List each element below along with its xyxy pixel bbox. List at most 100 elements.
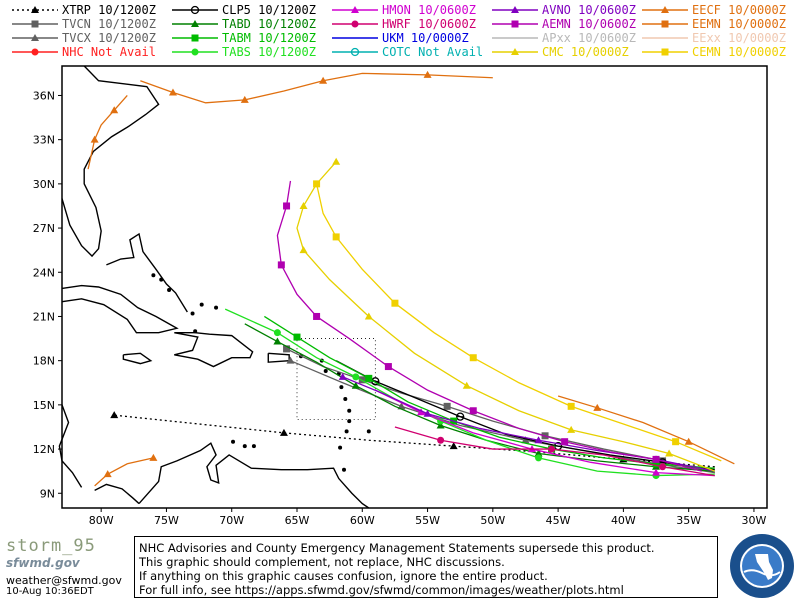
- track-line: [87, 95, 128, 170]
- track-marker: [652, 460, 660, 468]
- track-marker: [277, 261, 285, 269]
- track-marker: [90, 135, 99, 143]
- track-cmc: [296, 157, 716, 472]
- track-hwrf: [394, 426, 715, 477]
- lon-label: 60W: [350, 514, 375, 527]
- legend-marker-icon: [31, 6, 39, 13]
- island: [231, 439, 236, 444]
- lon-label: 35W: [676, 514, 701, 527]
- track-aemn: [276, 180, 702, 472]
- lat-label: 27N: [33, 222, 55, 235]
- disclaimer-line: NHC Advisories and County Emergency Mana…: [139, 541, 655, 555]
- track-marker: [548, 445, 556, 453]
- legend-label: COTC Not Avail: [382, 45, 484, 59]
- legend-label: XTRP 10/1200Z: [62, 3, 156, 17]
- legend-marker-icon: [190, 5, 200, 15]
- lat-label: 30N: [33, 178, 55, 191]
- legend-label: EEMN 10/0000Z: [692, 17, 786, 31]
- coastline-2: [61, 284, 179, 334]
- district-seal-icon: [730, 534, 794, 598]
- island: [190, 311, 195, 316]
- coastline-8: [138, 442, 370, 509]
- track-marker: [567, 425, 576, 433]
- legend-marker-icon: [191, 48, 199, 56]
- legend-label: TVCX 10/1200Z: [62, 31, 156, 45]
- track-marker: [352, 373, 360, 381]
- track-line: [264, 315, 715, 469]
- island: [344, 429, 349, 434]
- track-marker: [110, 411, 119, 419]
- track-line: [94, 457, 154, 487]
- legend-marker-icon: [191, 20, 199, 27]
- track-marker: [462, 381, 471, 389]
- lon-label: 55W: [415, 514, 440, 527]
- map-canvas: 36N 33N 30N 27N 24N 21N 18N 15N 12N 9N 80W 75W 70W 65…: [33, 65, 768, 527]
- track-marker: [535, 454, 543, 462]
- track-marker: [469, 407, 477, 415]
- legend-marker-icon: [661, 48, 669, 56]
- legend-label: CMC 10/0000Z: [542, 45, 629, 59]
- legend-marker-icon: [511, 20, 519, 28]
- track-marker: [338, 372, 347, 380]
- brand-name: storm_95: [6, 536, 96, 556]
- track-marker: [149, 453, 158, 461]
- track-line: [140, 72, 493, 104]
- lat-label: 21N: [33, 310, 55, 323]
- lon-label: 65W: [285, 514, 310, 527]
- coastline-1: [106, 232, 188, 313]
- island: [323, 368, 328, 373]
- brand-block: storm_95 sfwmd.gov weather@sfwmd.gov 10-…: [4, 534, 130, 598]
- track-marker: [283, 202, 291, 210]
- legend-marker-icon: [31, 34, 39, 41]
- track-line: [244, 323, 715, 472]
- track-marker: [103, 470, 112, 478]
- lat-label: 9N: [40, 487, 55, 500]
- legend-swatch-icon: [172, 48, 218, 56]
- track-line: [296, 161, 716, 472]
- legend-swatch-icon: [492, 20, 538, 28]
- map-frame: [61, 65, 768, 509]
- track-marker: [332, 157, 341, 165]
- track-marker: [436, 421, 445, 429]
- island: [242, 444, 247, 449]
- lat-label: 18N: [33, 355, 55, 368]
- track-tvcn: [283, 345, 715, 474]
- legend-swatch-icon: [642, 20, 688, 28]
- legend-label: HWRF 10/0600Z: [382, 17, 476, 31]
- legend-swatch-icon: [12, 48, 58, 56]
- contact-email[interactable]: weather@sfwmd.gov: [6, 574, 122, 587]
- track-line: [557, 395, 735, 465]
- footer: storm_95 sfwmd.gov weather@sfwmd.gov 10-…: [0, 532, 800, 600]
- lon-label: 80W: [89, 514, 114, 527]
- legend-label: TVCN 10/1200Z: [62, 17, 156, 31]
- track-marker: [299, 246, 308, 254]
- island: [214, 305, 219, 310]
- track-marker: [672, 438, 680, 446]
- legend-marker-icon: [350, 47, 360, 57]
- spaghetti-map: 36N 33N 30N 27N 24N 21N 18N 15N 12N 9N 80W 75W 70W 65…: [0, 62, 800, 532]
- island: [347, 408, 352, 413]
- lat-label: 33N: [33, 134, 55, 147]
- track-marker: [423, 409, 432, 417]
- island: [193, 329, 198, 334]
- track-tabs: [224, 308, 715, 480]
- track-marker: [665, 449, 674, 457]
- coastline-5: [267, 352, 290, 363]
- coastlines: [58, 65, 371, 509]
- legend-marker-icon: [191, 34, 199, 42]
- lon-label: 30W: [742, 514, 767, 527]
- lon-label: 75W: [154, 514, 179, 527]
- legend-marker-icon: [661, 6, 669, 13]
- island: [366, 429, 371, 434]
- legend-swatch-icon: [12, 20, 58, 28]
- track-marker: [293, 333, 301, 341]
- legend-label: CLP5 10/1200Z: [222, 3, 316, 17]
- track-marker: [319, 76, 328, 84]
- legend-marker-icon: [31, 20, 39, 28]
- legend-swatch-icon: [492, 48, 538, 55]
- track-eecf-3: [140, 70, 493, 104]
- track-marker: [417, 408, 426, 416]
- track-marker: [384, 363, 392, 371]
- track-cemn: [313, 180, 722, 462]
- track-marker: [313, 180, 321, 188]
